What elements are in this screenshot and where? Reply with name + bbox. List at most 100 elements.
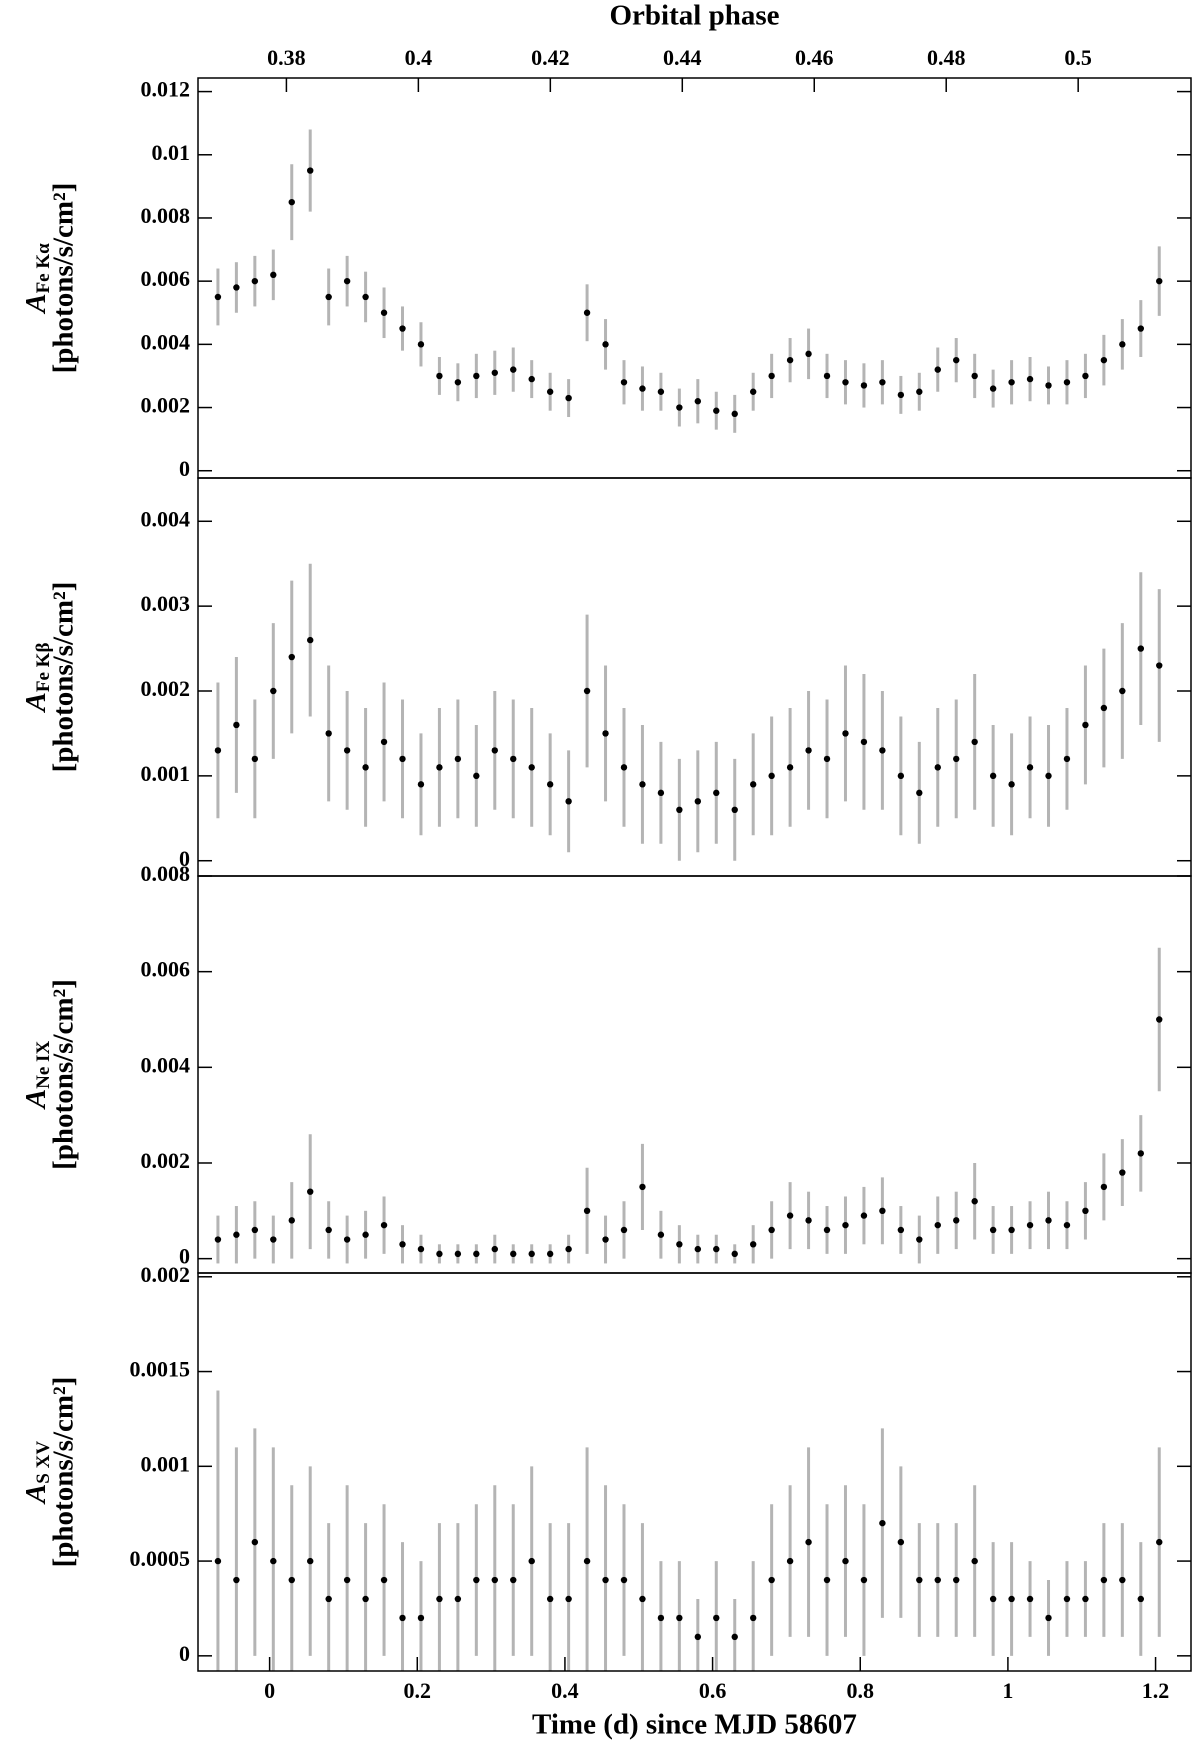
data-point	[214, 1557, 222, 1565]
data-point	[510, 366, 517, 373]
data-point	[270, 1557, 277, 1565]
x-axis-title: Time (d) since MJD 58607	[532, 1709, 857, 1741]
data-point	[749, 388, 757, 395]
data-point	[362, 1231, 369, 1238]
data-point	[399, 1241, 406, 1248]
data-point	[325, 730, 332, 737]
data-point	[1100, 1576, 1108, 1584]
data-point	[768, 1226, 775, 1234]
data-point	[823, 372, 831, 380]
panel-frame	[197, 477, 1192, 877]
plot-area	[214, 1390, 1163, 1671]
x2-tick-label: 0.46	[795, 45, 834, 70]
y-tick-label: 0.012	[141, 77, 191, 102]
data-point	[1156, 277, 1163, 285]
x2-tick-label: 0.38	[267, 45, 306, 70]
panel-frame	[197, 1272, 1192, 1672]
data-point	[916, 1576, 923, 1584]
plot-area	[214, 947, 1163, 1264]
data-point	[657, 388, 665, 395]
data-point	[380, 309, 388, 316]
data-point	[953, 1217, 960, 1224]
data-point	[786, 764, 794, 771]
y-axis-unit: [photons/s/cm²]	[48, 183, 80, 374]
data-point	[307, 1188, 314, 1195]
data-point	[694, 398, 702, 405]
data-point	[343, 747, 351, 754]
data-point	[528, 375, 535, 383]
data-point	[251, 277, 259, 285]
data-point	[786, 1557, 794, 1565]
data-point	[1063, 755, 1071, 763]
data-point	[768, 772, 775, 780]
data-point	[251, 1538, 259, 1546]
x-tick-label: 0.6	[699, 1678, 727, 1703]
data-point	[953, 755, 960, 763]
data-point	[676, 404, 683, 411]
x2-tick-label: 0.42	[531, 45, 570, 70]
data-point	[1119, 687, 1126, 695]
data-point	[528, 764, 535, 771]
data-point	[768, 372, 775, 380]
y-tick-label: 0.006	[141, 266, 191, 291]
y-tick-label: 0.003	[141, 591, 191, 616]
data-point	[233, 284, 240, 291]
data-point	[1063, 379, 1071, 386]
data-point	[436, 372, 443, 380]
x-tick-label: 0	[264, 1678, 275, 1703]
y-tick-label: 0.004	[141, 506, 191, 531]
data-point	[583, 309, 591, 316]
y-tick-label: 0.002	[141, 393, 191, 418]
data-point	[454, 755, 462, 763]
data-point	[1082, 721, 1089, 729]
data-point	[842, 1557, 849, 1565]
data-point	[491, 369, 498, 376]
x-tick-label: 0.2	[404, 1678, 432, 1703]
data-point	[842, 1221, 849, 1229]
plot-area	[214, 563, 1163, 861]
data-point	[270, 687, 277, 695]
data-point	[546, 1250, 554, 1258]
data-point	[362, 764, 369, 771]
x2-tick-label: 0.5	[1064, 45, 1092, 70]
data-point	[749, 1241, 757, 1248]
data-point	[325, 1595, 332, 1603]
data-point	[325, 293, 332, 301]
data-point	[510, 755, 517, 763]
data-point	[1026, 1595, 1034, 1603]
data-point	[916, 388, 923, 395]
y-tick-label: 0.004	[141, 1052, 191, 1077]
data-point	[897, 772, 905, 780]
data-point	[1137, 645, 1144, 652]
data-point	[934, 764, 941, 771]
data-point	[233, 721, 240, 729]
data-point	[989, 1595, 997, 1603]
y-tick-label: 0.008	[141, 861, 191, 886]
data-point	[639, 1183, 646, 1191]
data-point	[270, 271, 277, 279]
data-point	[491, 1576, 498, 1584]
data-point	[583, 1207, 591, 1215]
data-point	[288, 198, 295, 206]
data-point	[934, 366, 941, 373]
y-tick-label: 0.0015	[130, 1357, 191, 1382]
data-point	[786, 356, 794, 364]
data-point	[879, 747, 886, 754]
y-axis-symbol-letter: A	[20, 692, 52, 713]
y-tick-label: 0	[179, 1641, 190, 1666]
data-point	[620, 379, 628, 386]
data-point	[879, 1519, 886, 1527]
data-point	[362, 1595, 369, 1603]
y-axis-symbol: AS XV	[20, 1441, 55, 1505]
data-point	[676, 1614, 683, 1622]
data-point	[214, 747, 222, 754]
data-point	[786, 1212, 794, 1219]
data-point	[417, 1614, 425, 1622]
data-point	[380, 1221, 388, 1229]
y-axis-unit: [photons/s/cm²]	[48, 979, 80, 1170]
data-point	[1045, 1217, 1052, 1224]
data-point	[510, 1250, 517, 1258]
y-tick-label: 0.002	[141, 1262, 191, 1287]
data-point	[1063, 1221, 1071, 1229]
